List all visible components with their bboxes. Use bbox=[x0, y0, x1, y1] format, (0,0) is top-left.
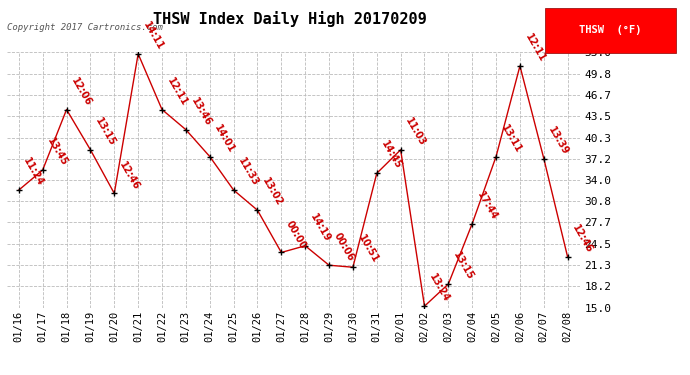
Text: 13:45: 13:45 bbox=[46, 136, 70, 168]
Text: Copyright 2017 Cartronics.com: Copyright 2017 Cartronics.com bbox=[7, 23, 163, 32]
Text: 00:00: 00:00 bbox=[284, 219, 308, 251]
Text: 11:24: 11:24 bbox=[21, 156, 46, 188]
Text: 14:19: 14:19 bbox=[308, 212, 332, 244]
Text: 10:51: 10:51 bbox=[356, 233, 380, 265]
Text: 12:06: 12:06 bbox=[70, 76, 94, 108]
Text: 14:01: 14:01 bbox=[213, 123, 237, 154]
Text: 11:03: 11:03 bbox=[404, 116, 428, 148]
Text: 12:11: 12:11 bbox=[165, 76, 189, 108]
Text: 17:44: 17:44 bbox=[475, 190, 500, 222]
Text: 13:46: 13:46 bbox=[189, 96, 213, 128]
Text: 13:24: 13:24 bbox=[427, 272, 451, 304]
Text: 12:11: 12:11 bbox=[523, 32, 547, 64]
Text: 13:11: 13:11 bbox=[499, 123, 523, 154]
Text: 13:02: 13:02 bbox=[260, 176, 284, 208]
Text: 13:15: 13:15 bbox=[93, 116, 117, 148]
Text: 14:45: 14:45 bbox=[380, 140, 404, 171]
Text: 00:06: 00:06 bbox=[332, 231, 356, 263]
Text: THSW Index Daily High 20170209: THSW Index Daily High 20170209 bbox=[153, 11, 426, 27]
Text: THSW  (°F): THSW (°F) bbox=[580, 25, 642, 35]
Text: 12:46: 12:46 bbox=[117, 159, 141, 191]
Text: 13:15: 13:15 bbox=[451, 250, 475, 282]
Text: 14:11: 14:11 bbox=[141, 20, 165, 52]
Text: 12:46: 12:46 bbox=[571, 223, 595, 255]
Text: 11:33: 11:33 bbox=[237, 156, 261, 188]
Text: 13:39: 13:39 bbox=[546, 124, 571, 156]
